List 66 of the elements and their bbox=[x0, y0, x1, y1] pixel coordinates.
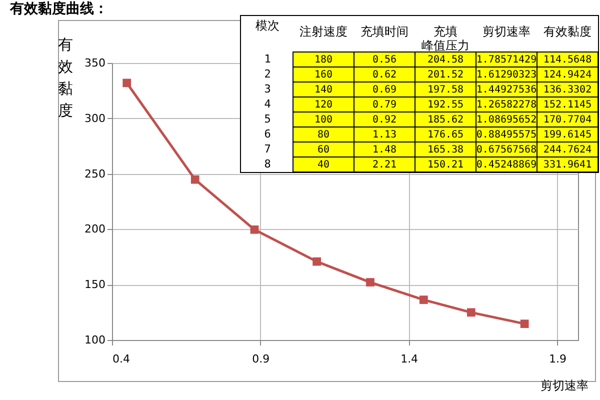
data-label: 0.88495575 bbox=[476, 130, 537, 140]
data-label: 150.21 bbox=[427, 160, 464, 170]
data-label: 2.21 bbox=[372, 160, 397, 170]
data-label: 0.67567568 bbox=[476, 144, 537, 156]
data-label: 1.61290323 bbox=[476, 70, 537, 80]
data-label: 0.79 bbox=[372, 100, 397, 110]
y-tick-label: 3 bbox=[264, 82, 271, 96]
data-label: 152.1145 bbox=[543, 100, 592, 110]
x-tick-label: 有效黏度 bbox=[544, 24, 592, 38]
x-tick-label: 注射速度 bbox=[300, 24, 348, 38]
data-label: 1.44927536 bbox=[476, 84, 537, 96]
y-axis-title: 模次 bbox=[256, 18, 280, 32]
data-label: 100 bbox=[314, 114, 333, 126]
data-label: 165.38 bbox=[427, 144, 464, 156]
data-label: 0.45248869 bbox=[476, 160, 537, 170]
y-tick-label: 350 bbox=[84, 56, 106, 70]
data-label: 244.7624 bbox=[543, 144, 592, 156]
y-tick-label: 7 bbox=[264, 142, 271, 156]
data-label: 197.58 bbox=[427, 84, 464, 96]
data-label: 136.3302 bbox=[543, 84, 592, 96]
x-tick-label: 1.9 bbox=[548, 352, 566, 366]
data-label: 0.92 bbox=[372, 114, 397, 126]
data-label: 1.78571429 bbox=[476, 54, 537, 66]
y-tick-label: 4 bbox=[264, 98, 272, 110]
x-tick-label: 0.4 bbox=[112, 352, 130, 366]
data-label: 1.26582278 bbox=[476, 100, 537, 110]
data-label: 0.62 bbox=[372, 70, 397, 80]
y-tick-label: 100 bbox=[84, 334, 106, 346]
data-label: 140 bbox=[314, 84, 333, 96]
y-tick-label: 150 bbox=[84, 278, 106, 292]
y-tick-label: 1 bbox=[264, 52, 271, 66]
data-label: 1.48 bbox=[372, 144, 397, 156]
x-tick-label: 充填峰值压力 bbox=[422, 24, 470, 52]
data-label: 60 bbox=[317, 144, 330, 156]
data-label: 201.52 bbox=[427, 70, 464, 80]
y-tick-label: 2 bbox=[264, 68, 271, 80]
x-tick-label: 1.4 bbox=[400, 352, 418, 366]
data-label: 170.7704 bbox=[543, 114, 592, 126]
data-label: 192.55 bbox=[427, 100, 464, 110]
data-label: 160 bbox=[314, 70, 333, 80]
data-label: 1.13 bbox=[372, 130, 397, 140]
x-axis-title: 剪切速率 bbox=[540, 378, 588, 392]
y-tick-label: 5 bbox=[264, 112, 271, 126]
y-tick-label: 200 bbox=[84, 222, 106, 236]
data-label: 331.9641 bbox=[543, 160, 592, 170]
data-label: 199.6145 bbox=[543, 130, 592, 140]
data-label: 1.08695652 bbox=[476, 114, 537, 126]
data-label: 180 bbox=[314, 54, 333, 66]
y-tick-label: 250 bbox=[84, 167, 106, 180]
data-label: 120 bbox=[314, 100, 333, 110]
y-tick-label: 300 bbox=[84, 112, 106, 125]
y-tick-label: 6 bbox=[264, 128, 271, 140]
data-label: 0.56 bbox=[372, 54, 397, 66]
data-label: 40 bbox=[317, 160, 330, 170]
data-label: 0.69 bbox=[372, 84, 397, 96]
data-label: 204.58 bbox=[427, 54, 464, 66]
data-label: 185.62 bbox=[427, 114, 464, 126]
x-tick-label: 充填时间 bbox=[360, 24, 408, 38]
x-tick-label: 0.9 bbox=[252, 352, 270, 366]
chart-title: 有效黏度曲线： bbox=[10, 0, 108, 18]
data-label: 176.65 bbox=[427, 130, 464, 140]
data-label: 80 bbox=[317, 130, 330, 140]
data-label: 114.5648 bbox=[543, 54, 592, 66]
x-tick-label: 剪切速率 bbox=[482, 24, 530, 38]
data-label: 124.9424 bbox=[543, 70, 592, 80]
y-tick-label: 8 bbox=[264, 158, 271, 170]
